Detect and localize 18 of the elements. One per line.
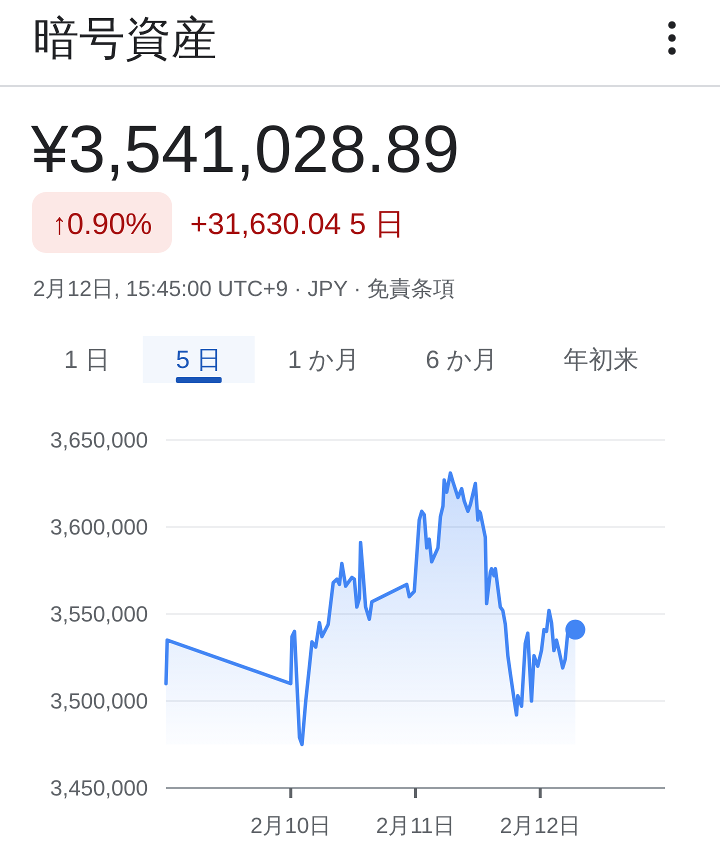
text: ¥3,541,028.89 [30,112,460,187]
text: 1 か月 [288,346,360,374]
chart-title: 暗号資産 [33,12,217,64]
y-tick-label: 3,500,000 [50,688,148,714]
x-tick-label: 2月12日 [500,813,581,838]
text: ↑0.90% [52,208,152,241]
text: 5 日 [176,346,222,374]
y-tick-label: 3,450,000 [50,776,148,801]
y-tick-label: 3,650,000 [50,428,148,453]
x-tick-label: 2月11日 [376,813,456,838]
text: 2月12日, 15:45:00 UTC+9 · JPY · 免責条項 [33,276,456,301]
text: 1 日 [64,346,110,374]
y-tick-label: 3,600,000 [50,514,148,540]
text: 年初来 [563,346,638,374]
text: 6 か月 [426,346,498,374]
y-tick-label: 3,550,000 [50,602,148,627]
x-tick-label: 2月10日 [250,813,332,838]
text: +31,630.04 5 日 [190,208,404,241]
